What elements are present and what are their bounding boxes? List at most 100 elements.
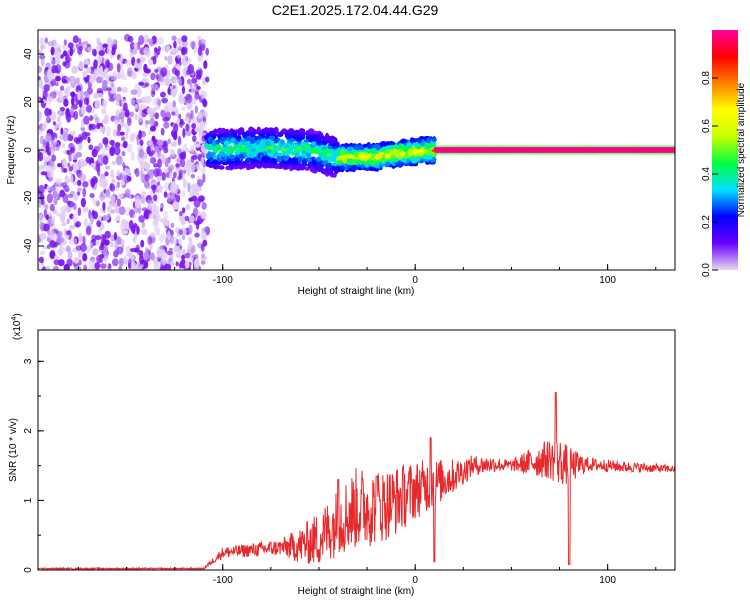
noise-cell: [122, 162, 126, 168]
y-tick-label: 0: [23, 567, 34, 573]
noise-cell: [109, 194, 116, 202]
noise-cell: [132, 213, 137, 219]
signal-cell: [386, 145, 393, 150]
noise-cell: [118, 258, 124, 267]
signal-cell: [351, 158, 357, 163]
signal-cell: [235, 149, 240, 155]
noise-cell: [146, 107, 154, 116]
signal-cell: [389, 141, 396, 146]
signal-cell: [262, 151, 268, 155]
noise-cell: [190, 173, 196, 179]
noise-cell: [194, 92, 200, 100]
noise-cell: [87, 87, 93, 95]
noise-cell: [145, 120, 150, 125]
signal-cell: [359, 153, 364, 159]
noise-cell: [160, 67, 168, 77]
signal-cell: [385, 161, 391, 167]
noise-cell: [202, 121, 208, 126]
noise-cell: [150, 184, 158, 190]
noise-cell: [90, 214, 94, 225]
noise-cell: [85, 225, 92, 236]
noise-cell: [103, 255, 108, 263]
noise-cell: [60, 127, 64, 135]
signal-cell: [248, 126, 254, 133]
noise-cell: [162, 232, 166, 241]
signal-cell: [411, 138, 418, 143]
signal-cell: [261, 131, 267, 136]
noise-cell: [200, 211, 207, 220]
noise-cell: [84, 64, 88, 69]
noise-cell: [175, 163, 181, 168]
signal-cell: [331, 136, 338, 144]
noise-cell: [164, 56, 168, 61]
noise-cell: [86, 67, 92, 74]
noise-cell: [156, 139, 164, 146]
noise-cell: [185, 123, 190, 133]
noise-cell: [138, 81, 145, 86]
noise-cell: [140, 191, 147, 197]
y-tick-label: -20: [23, 190, 34, 205]
signal-cell: [217, 161, 222, 165]
noise-cell: [185, 203, 191, 211]
noise-cell: [108, 97, 115, 102]
signal-cell: [381, 146, 387, 152]
noise-cell: [160, 207, 163, 212]
noise-cell: [164, 105, 169, 113]
noise-cell: [43, 223, 50, 232]
signal-cell: [330, 142, 337, 147]
noise-cell: [125, 188, 131, 198]
noise-cell: [65, 233, 69, 240]
noise-cell: [181, 171, 185, 182]
signal-cell: [353, 152, 360, 156]
noise-cell: [153, 194, 158, 202]
noise-cell: [40, 57, 45, 67]
noise-cell: [99, 126, 103, 133]
noise-cell: [177, 135, 182, 146]
noise-cell: [121, 86, 128, 94]
snr-panel: -100 0 100 0 1 2 3 Height of straight line (k…: [8, 313, 676, 597]
noise-cell: [169, 85, 173, 90]
signal-cell: [370, 148, 378, 156]
noise-cell: [200, 44, 205, 51]
signal-cell: [385, 153, 390, 159]
noise-cell: [200, 38, 206, 45]
noise-cell: [85, 104, 92, 113]
signal-cell: [340, 149, 345, 156]
noise-cell: [69, 224, 76, 230]
noise-cell: [152, 107, 157, 114]
noise-cell: [137, 113, 143, 123]
signal-cell: [324, 134, 330, 141]
noise-cell: [160, 202, 164, 209]
signal-cell: [269, 152, 274, 158]
noise-cell: [199, 127, 203, 133]
noise-cell: [172, 100, 176, 108]
x-tick-label: -100: [213, 575, 233, 586]
noise-cell: [96, 76, 103, 84]
noise-cell: [197, 179, 204, 187]
noise-cell: [99, 254, 105, 259]
noise-cell: [57, 163, 62, 168]
noise-cell: [38, 263, 41, 269]
noise-cell: [181, 254, 186, 261]
noise-cell: [46, 193, 54, 204]
signal-cell: [398, 161, 405, 166]
noise-cell: [88, 74, 96, 84]
noise-cell: [193, 258, 200, 268]
noise-cell: [201, 227, 207, 233]
noise-cell: [61, 159, 67, 169]
y-tick-label: 1: [23, 497, 34, 503]
noise-cell: [55, 75, 61, 82]
signal-cell: [212, 163, 218, 169]
noise-cell: [163, 147, 169, 154]
noise-cell: [74, 265, 82, 270]
signal-cell: [220, 151, 226, 158]
noise-cell: [136, 226, 140, 235]
noise-cell: [136, 58, 141, 64]
signal-cell: [426, 137, 431, 144]
signal-cell: [225, 165, 231, 171]
noise-cell: [39, 251, 46, 255]
snr-x-ticks: -100 0 100: [77, 564, 657, 586]
noise-cell: [90, 178, 96, 188]
noise-cell: [192, 207, 199, 218]
signal-cell: [265, 140, 270, 146]
